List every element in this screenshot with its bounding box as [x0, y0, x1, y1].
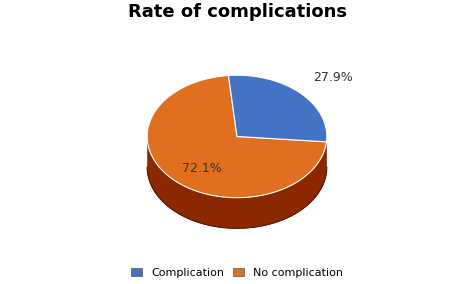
Legend: Complication, No complication: Complication, No complication — [127, 263, 347, 282]
Title: Rate of complications: Rate of complications — [128, 3, 346, 21]
Polygon shape — [228, 75, 327, 142]
Text: 72.1%: 72.1% — [182, 162, 222, 175]
Polygon shape — [147, 76, 327, 198]
Polygon shape — [147, 137, 327, 228]
Text: 27.9%: 27.9% — [313, 71, 353, 84]
